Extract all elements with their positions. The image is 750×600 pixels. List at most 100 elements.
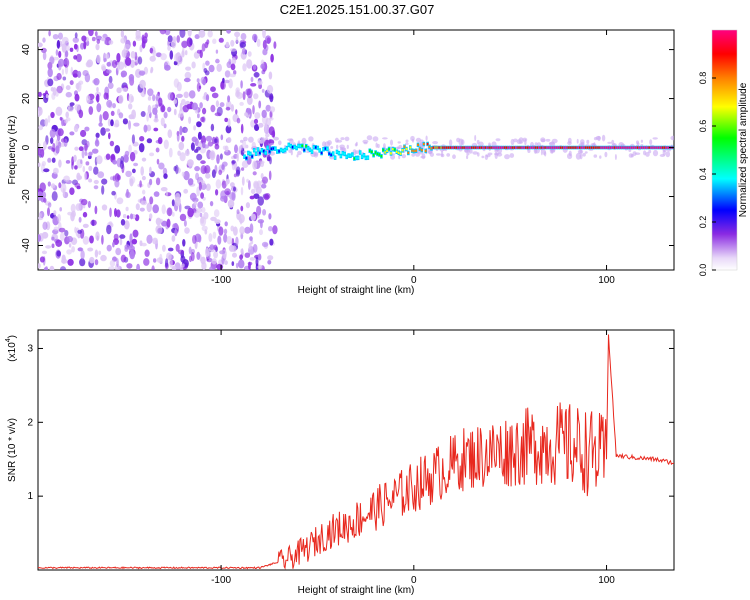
signal-core [575, 146, 577, 149]
signal-core [287, 143, 290, 146]
signal-core [594, 146, 597, 149]
noise-speck [183, 170, 190, 181]
signal-core [390, 152, 392, 155]
signal-core [661, 146, 664, 149]
noise-speck [244, 226, 251, 234]
noise-speck [80, 42, 85, 50]
noise-speck [178, 141, 185, 151]
noise-speck [208, 233, 213, 242]
noise-speck [223, 228, 228, 235]
noise-speck [88, 30, 94, 37]
signal-core [405, 147, 408, 151]
signal-core [332, 152, 335, 155]
signal-core [274, 147, 277, 150]
noise-speck [43, 168, 50, 173]
noise-speck [79, 258, 86, 267]
signal-core [301, 144, 304, 147]
signal-core [563, 146, 566, 149]
band-haze [243, 136, 248, 142]
noise-speck [197, 201, 204, 209]
band-haze [474, 134, 477, 142]
noise-speck [43, 141, 47, 150]
signal-core [461, 146, 464, 149]
spectrogram-axes: -100 0 100 -40 -20 0 20 40 [21, 30, 674, 286]
y-tick-label: 20 [21, 93, 32, 105]
band-haze [405, 139, 409, 143]
noise-speck [262, 209, 267, 216]
noise-speck [41, 161, 46, 167]
band-haze [607, 141, 612, 144]
noise-speck [225, 125, 232, 134]
noise-speck [67, 258, 74, 266]
signal-core [553, 146, 556, 149]
noise-speck [45, 94, 49, 99]
noise-speck [149, 152, 155, 157]
noise-speck [264, 123, 268, 128]
noise-speck [230, 63, 236, 71]
noise-speck [74, 182, 81, 188]
noise-speck [57, 58, 65, 67]
signal-core [270, 147, 273, 150]
signal-core [293, 145, 296, 149]
noise-speck [125, 57, 132, 66]
band-haze [510, 138, 515, 146]
noise-speck [231, 57, 237, 65]
noise-speck [196, 251, 201, 260]
noise-speck [253, 118, 259, 124]
noise-speck [245, 202, 250, 209]
signal-core [434, 146, 437, 149]
noise-speck [212, 38, 217, 45]
noise-speck [153, 258, 157, 263]
signal-core [507, 146, 510, 149]
band-haze [362, 139, 369, 144]
noise-speck [226, 236, 233, 245]
noise-speck [238, 214, 245, 224]
noise-speck [262, 39, 267, 50]
noise-speck [253, 72, 260, 78]
signal-core [605, 146, 608, 149]
noise-speck [160, 53, 167, 61]
signal-core [311, 150, 313, 153]
noise-speck [138, 143, 145, 153]
noise-speck [88, 106, 94, 115]
noise-speck [187, 159, 194, 167]
noise-speck [40, 148, 45, 158]
noise-speck [96, 54, 101, 64]
noise-speck [85, 61, 92, 68]
x-tick-label: 0 [411, 275, 417, 286]
noise-speck [248, 261, 251, 270]
noise-speck [147, 104, 152, 114]
signal-core [370, 150, 373, 154]
signal-core [607, 146, 610, 149]
signal-core [442, 146, 444, 149]
noise-speck [56, 250, 61, 257]
signal-core [438, 146, 441, 149]
signal-core [278, 150, 281, 153]
noise-speck [47, 146, 53, 150]
signal-core [546, 146, 548, 149]
noise-speck [151, 265, 155, 270]
noise-speck [101, 204, 108, 211]
noise-speck [128, 144, 132, 154]
noise-speck [93, 185, 99, 190]
signal-core [326, 147, 329, 151]
noise-speck [58, 182, 62, 189]
noise-speck [72, 37, 80, 43]
signal-core [340, 154, 342, 158]
signal-core [619, 146, 622, 149]
signal-core [359, 151, 362, 154]
noise-speck [261, 109, 267, 119]
noise-speck [156, 158, 160, 165]
band-haze [464, 148, 471, 154]
band-haze [411, 153, 416, 157]
band-haze [575, 152, 582, 160]
noise-speck [49, 56, 55, 65]
noise-speck [47, 202, 52, 208]
noise-speck [133, 122, 140, 127]
noise-speck [273, 41, 277, 49]
snr-panel: -100 0 100 1 2 3 Height of straight line (km)… [5, 329, 675, 596]
signal-core [629, 146, 631, 149]
noise-speck [179, 125, 183, 136]
noise-speck [235, 36, 239, 44]
noise-speck [110, 119, 114, 127]
